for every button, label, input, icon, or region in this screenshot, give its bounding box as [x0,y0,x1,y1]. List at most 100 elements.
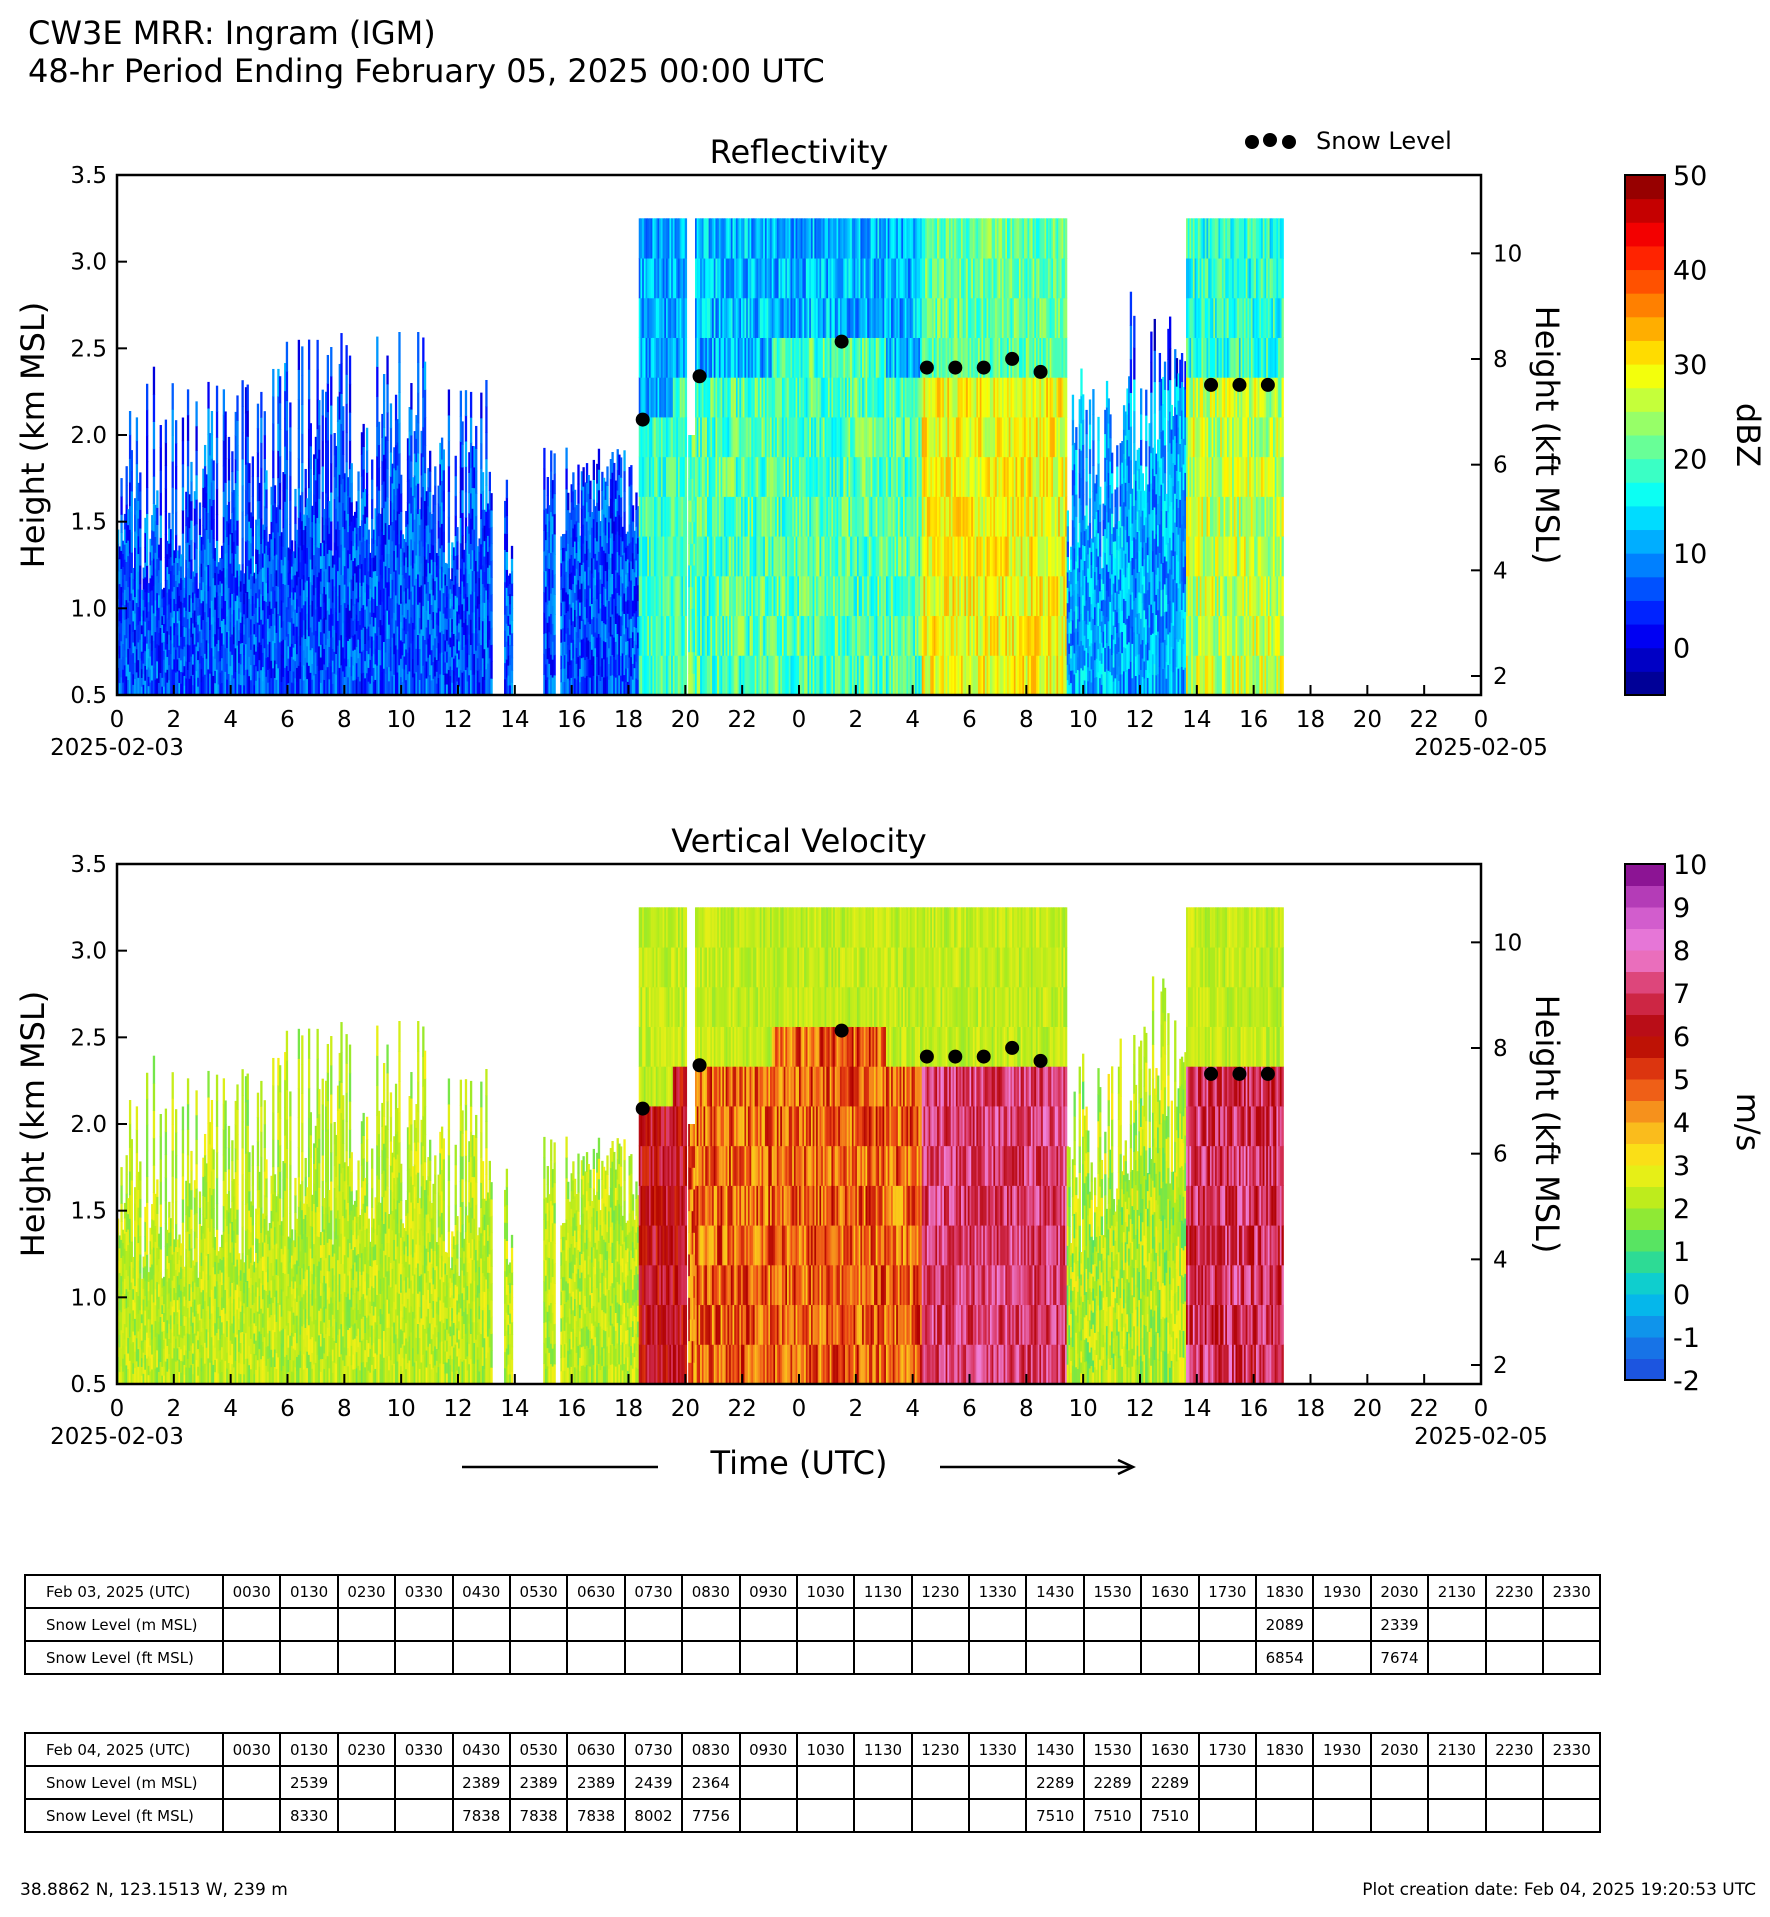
heatmap-cell [648,297,652,338]
heatmap-cell [144,547,147,563]
heatmap-cell [611,573,614,595]
heatmap-cell [156,643,159,662]
heatmap-cell [505,533,509,552]
heatmap-cell [817,655,821,696]
heatmap-cell [449,675,452,686]
heatmap-cell [371,479,374,500]
heatmap-cell [850,258,853,299]
heatmap-cell [152,640,156,669]
heatmap-cell [408,671,411,696]
heatmap-cell [290,553,294,567]
heatmap-cell [799,615,802,656]
heatmap-cell [868,536,872,577]
heatmap-cell [122,579,125,593]
heatmap-cell [657,456,660,497]
heatmap-cell [853,456,856,497]
heatmap-cell [413,673,416,696]
heatmap-cell [700,655,703,696]
heatmap-cell [163,623,166,633]
heatmap-cell [331,636,335,650]
heatmap-cell [454,515,457,537]
heatmap-cell [287,658,290,671]
heatmap-cell [799,377,802,418]
heatmap-cell [367,667,370,682]
heatmap-cell [406,459,410,482]
heatmap-cell [415,671,418,696]
heatmap-cell [270,625,273,644]
heatmap-cell [430,529,434,545]
heatmap-cell [490,577,493,595]
heatmap-cell [285,488,289,519]
heatmap-cell [420,452,423,476]
heatmap-cell [812,615,815,656]
heatmap-cell [592,538,596,559]
heatmap-cell [630,637,633,658]
heatmap-cell [311,663,314,680]
heatmap-cell [817,416,821,458]
heatmap-cell [246,513,249,541]
heatmap-cell [874,337,877,378]
heatmap-cell [715,297,718,338]
heatmap-cell [417,513,420,545]
heatmap-cell [464,440,468,467]
heatmap-cell [272,504,275,533]
heatmap-cell [790,615,793,656]
heatmap-cell [667,297,671,338]
heatmap-cell [669,416,672,458]
heatmap-cell [619,516,623,538]
heatmap-cell [338,529,341,558]
heatmap-cell [285,400,289,431]
heatmap-cell [418,571,422,588]
heatmap-cell [118,546,122,560]
heatmap-cell [725,456,728,497]
heatmap-cell [468,533,471,554]
heatmap-cell [822,377,826,418]
heatmap-cell [860,575,863,617]
heatmap-cell [290,656,294,670]
heatmap-cell [640,655,643,696]
heatmap-cell [234,435,237,460]
heatmap-cell [696,456,700,497]
heatmap-cell [321,593,324,620]
heatmap-cell [643,655,647,696]
heatmap-cell [307,339,311,370]
heatmap-cell [180,577,183,590]
heatmap-cell [238,684,241,696]
heatmap-cell [645,575,648,617]
heatmap-cell [425,559,428,577]
heatmap-cell [741,496,744,537]
heatmap-cell [425,661,428,679]
heatmap-cell [284,584,287,613]
heatmap-cell [596,483,599,503]
heatmap-cell [197,650,200,661]
heatmap-cell [236,645,239,671]
heatmap-cell [490,594,493,612]
heatmap-cell [163,650,166,660]
heatmap-cell [589,641,592,660]
heatmap-cell [551,533,555,553]
heatmap-cell [504,630,507,647]
heatmap-cell [780,258,783,299]
heatmap-cell [635,526,638,544]
heatmap-cell [705,655,708,696]
heatmap-cell [510,595,514,609]
heatmap-cell [239,632,243,644]
heatmap-cell [863,416,867,458]
heatmap-cell [323,539,326,556]
heatmap-cell [717,416,720,458]
heatmap-cell [669,258,672,299]
heatmap-cell [270,486,273,505]
heatmap-cell [838,575,841,617]
heatmap-cell [544,570,548,587]
heatmap-cell [374,663,377,680]
heatmap-cell [173,670,176,684]
heatmap-cell [277,504,280,533]
heatmap-cell [592,636,596,657]
heatmap-cell [838,615,841,656]
heatmap-cell [403,655,406,670]
heatmap-cell [203,653,207,675]
heatmap-cell [865,416,868,458]
heatmap-cell [348,666,352,696]
heatmap-cell [594,521,597,539]
heatmap-cell [169,612,173,627]
